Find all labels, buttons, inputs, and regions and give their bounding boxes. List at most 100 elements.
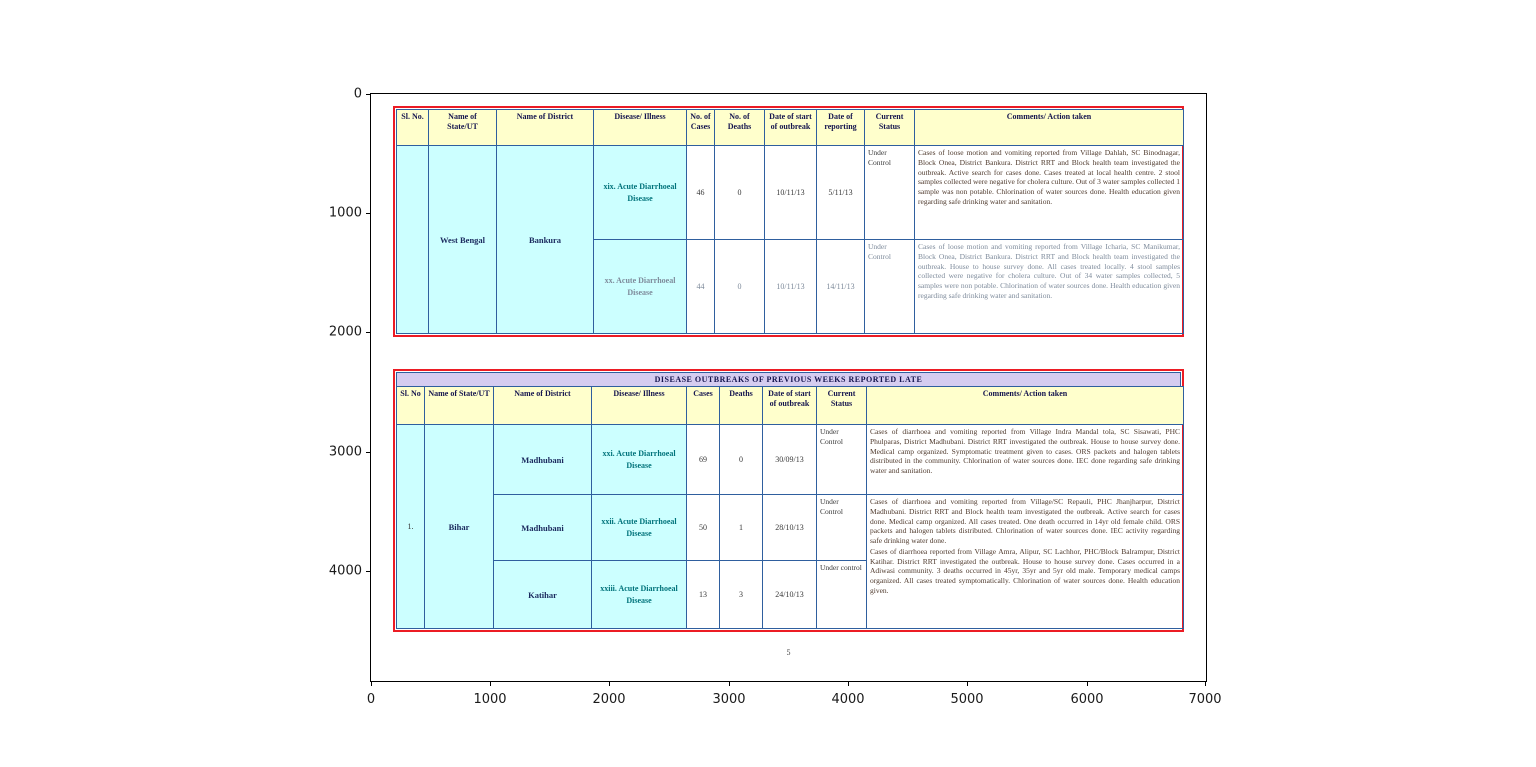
- x-tick-label: 0: [366, 692, 376, 707]
- table-row: 1. Bihar Madhubani xxi. Acute Diarrhoeal…: [396, 424, 1184, 629]
- cell-state: West Bengal: [428, 145, 497, 334]
- y-tick-mark: [366, 452, 370, 453]
- outbreak-table: Sl. No. Name of State/UT Name of Distric…: [396, 109, 1184, 334]
- header-disease: Disease/ Illness: [591, 386, 687, 425]
- x-tick-label: 6000: [1070, 692, 1104, 707]
- x-tick-mark: [967, 682, 968, 686]
- table-header-row: Sl. No. Name of State/UT Name of Distric…: [396, 109, 1184, 146]
- header-state: Name of State/UT: [424, 386, 494, 425]
- cell-disease: xx. Acute Diarrhoeal Disease: [593, 239, 687, 334]
- header-district: Name of District: [496, 109, 594, 146]
- cell-disease: xxiii. Acute Diarrhoeal Disease: [591, 560, 687, 629]
- cell-cases: 13: [686, 560, 720, 629]
- y-tick-label: 4000: [328, 563, 362, 579]
- comments-paragraph: Cases of diarrhoea reported from Village…: [870, 546, 1180, 595]
- page-number: 5: [786, 648, 791, 657]
- header-state: Name of State/UT: [428, 109, 497, 146]
- y-tick-mark: [366, 332, 370, 333]
- header-cases: Cases: [686, 386, 720, 425]
- cell-district: Madhubani: [493, 424, 592, 495]
- y-tick-mark: [366, 571, 370, 572]
- header-comments: Comments/ Action taken: [914, 109, 1184, 146]
- header-deaths: Deaths: [719, 386, 763, 425]
- cell-start-date: 28/10/13: [762, 494, 817, 561]
- cell-deaths: 0: [719, 424, 763, 495]
- late-table-title: DISEASE OUTBREAKS OF PREVIOUS WEEKS REPO…: [396, 372, 1181, 386]
- header-deaths: No. of Deaths: [714, 109, 765, 146]
- table-row: xx. Acute Diarrhoeal Disease 44 0 10/11/…: [397, 239, 1184, 334]
- x-tick-label: 2000: [592, 692, 626, 707]
- x-tick-label: 1000: [473, 692, 507, 707]
- cell-reporting-date: 5/11/13: [816, 145, 865, 240]
- header-status: Current Status: [816, 386, 867, 425]
- cell-district: Madhubani: [493, 494, 592, 561]
- cell-status: Under Control: [864, 145, 915, 240]
- y-tick-label: 3000: [328, 444, 362, 460]
- cell-disease: xxi. Acute Diarrhoeal Disease: [591, 424, 687, 495]
- x-tick-mark: [1087, 682, 1088, 686]
- y-tick-label: 0: [353, 86, 362, 102]
- cell-start-date: 10/11/13: [764, 145, 817, 240]
- header-comments: Comments/ Action taken: [866, 386, 1184, 425]
- table-header-row: Sl. No Name of State/UT Name of District…: [396, 386, 1184, 425]
- cell-cases: 46: [686, 145, 715, 240]
- cell-status: Under control: [816, 560, 867, 629]
- cell-deaths: 0: [714, 145, 765, 240]
- y-tick-label: 2000: [328, 324, 362, 340]
- cell-deaths: 1: [719, 494, 763, 561]
- cell-disease: xix. Acute Diarrhoeal Disease: [593, 145, 687, 240]
- table-row: Madhubani xxii. Acute Diarrhoeal Disease…: [397, 494, 1184, 629]
- late-table-frame: DISEASE OUTBREAKS OF PREVIOUS WEEKS REPO…: [393, 369, 1184, 632]
- header-start-date: Date of start of outbreak: [762, 386, 817, 425]
- header-district: Name of District: [493, 386, 592, 425]
- cell-status: Under Control: [816, 494, 867, 561]
- cell-status: Under Control: [816, 424, 867, 495]
- x-tick-mark: [371, 682, 372, 686]
- cell-deaths: 3: [719, 560, 763, 629]
- x-tick-mark: [848, 682, 849, 686]
- cell-deaths: 0: [714, 239, 765, 334]
- cell-start-date: 10/11/13: [764, 239, 817, 334]
- cell-start-date: 30/09/13: [762, 424, 817, 495]
- cell-district: Katihar: [493, 560, 592, 629]
- cell-state: Bihar: [424, 424, 494, 629]
- cell-comments-merged: Cases of diarrhoea and vomiting reported…: [866, 494, 1184, 629]
- cell-sl-no: 1.: [396, 424, 425, 629]
- cell-cases: 50: [686, 494, 720, 561]
- header-sl-no: Sl. No.: [396, 109, 429, 146]
- header-status: Current Status: [864, 109, 915, 146]
- x-tick-label: 5000: [950, 692, 984, 707]
- late-table: Sl. No Name of State/UT Name of District…: [396, 386, 1184, 629]
- table-row: Katihar xxiii. Acute Diarrhoeal Disease …: [397, 560, 1184, 629]
- x-tick-mark: [609, 682, 610, 686]
- x-tick-label: 3000: [712, 692, 746, 707]
- x-tick-mark: [729, 682, 730, 686]
- y-tick-label: 1000: [328, 205, 362, 221]
- header-disease: Disease/ Illness: [593, 109, 687, 146]
- cell-start-date: 24/10/13: [762, 560, 817, 629]
- cell-status: Under Control: [864, 239, 915, 334]
- x-tick-mark: [1205, 682, 1206, 686]
- table-row: West Bengal Bankura xix. Acute Diarrhoea…: [396, 145, 1184, 334]
- cell-cases: 69: [686, 424, 720, 495]
- outbreak-table-frame: Sl. No. Name of State/UT Name of Distric…: [393, 106, 1184, 337]
- cell-comments: Cases of loose motion and vomiting repor…: [914, 145, 1184, 240]
- cell-sl-no: [396, 145, 429, 334]
- plot-frame: 0 1000 2000 3000 4000 5000 6000 7000 0 1…: [329, 87, 1222, 708]
- header-start-date: Date of start of outbreak: [764, 109, 817, 146]
- document-page: Sl. No. Name of State/UT Name of Distric…: [393, 106, 1184, 657]
- x-tick-mark: [490, 682, 491, 686]
- x-tick-label: 7000: [1188, 692, 1222, 707]
- cell-reporting-date: 14/11/13: [816, 239, 865, 334]
- y-tick-mark: [366, 94, 370, 95]
- cell-comments: Cases of loose motion and vomiting repor…: [914, 239, 1184, 334]
- cell-comments: Cases of diarrhoea and vomiting reported…: [866, 424, 1184, 495]
- header-reporting-date: Date of reporting: [816, 109, 865, 146]
- header-cases: No. of Cases: [686, 109, 715, 146]
- cell-cases: 44: [686, 239, 715, 334]
- comments-paragraph: Cases of diarrhoea and vomiting reported…: [870, 497, 1180, 545]
- cell-district: Bankura: [496, 145, 594, 334]
- y-tick-mark: [366, 213, 370, 214]
- x-tick-label: 4000: [831, 692, 865, 707]
- header-sl-no: Sl. No: [396, 386, 425, 425]
